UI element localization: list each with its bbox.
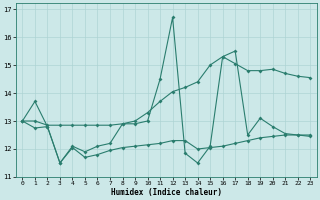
X-axis label: Humidex (Indice chaleur): Humidex (Indice chaleur) (111, 188, 222, 197)
